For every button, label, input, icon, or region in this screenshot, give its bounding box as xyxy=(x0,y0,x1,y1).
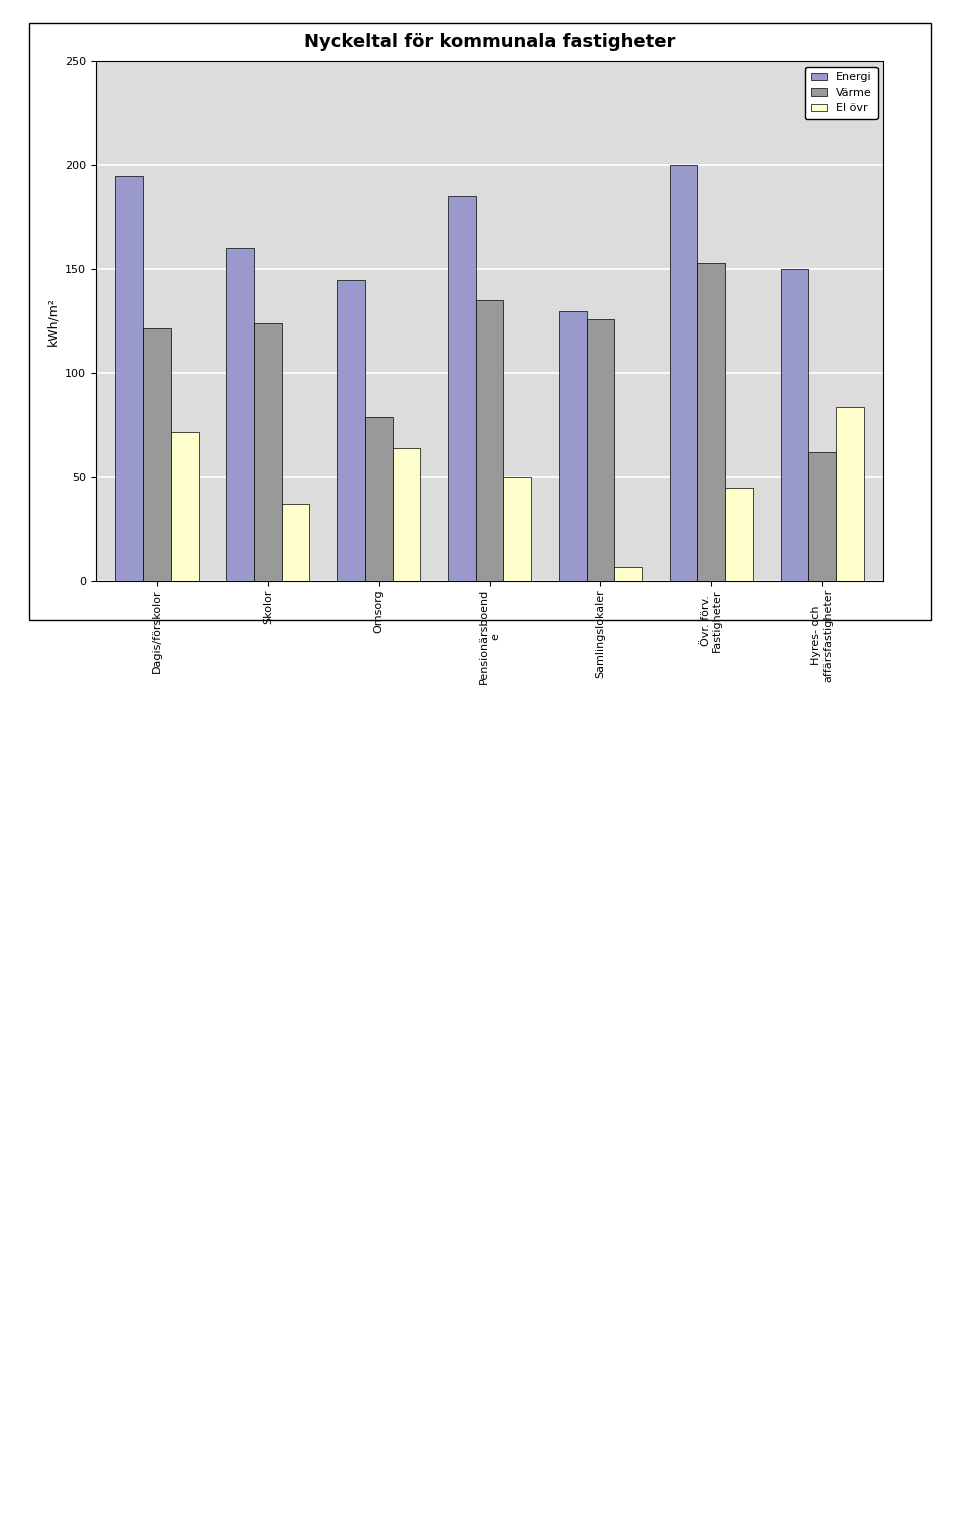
Bar xyxy=(171,431,199,581)
Bar xyxy=(780,269,808,581)
Bar xyxy=(448,196,476,581)
Legend: Energi, Värme, El övr: Energi, Värme, El övr xyxy=(805,67,877,119)
Bar xyxy=(808,453,836,581)
Bar xyxy=(476,300,503,581)
Bar xyxy=(559,311,587,581)
Bar xyxy=(698,263,725,581)
Title: Nyckeltal för kommunala fastigheter: Nyckeltal för kommunala fastigheter xyxy=(304,34,675,52)
Bar xyxy=(143,327,171,581)
Bar xyxy=(725,488,753,581)
Bar xyxy=(337,280,365,581)
Bar xyxy=(281,505,309,581)
Bar xyxy=(365,418,393,581)
Bar xyxy=(587,320,614,581)
Bar xyxy=(614,566,642,581)
Bar xyxy=(503,477,531,581)
Y-axis label: kWh/m²: kWh/m² xyxy=(47,297,60,346)
Bar xyxy=(670,165,698,581)
Bar xyxy=(393,448,420,581)
Bar xyxy=(836,407,864,581)
Bar xyxy=(115,176,143,581)
Bar xyxy=(227,248,254,581)
Bar xyxy=(254,323,281,581)
